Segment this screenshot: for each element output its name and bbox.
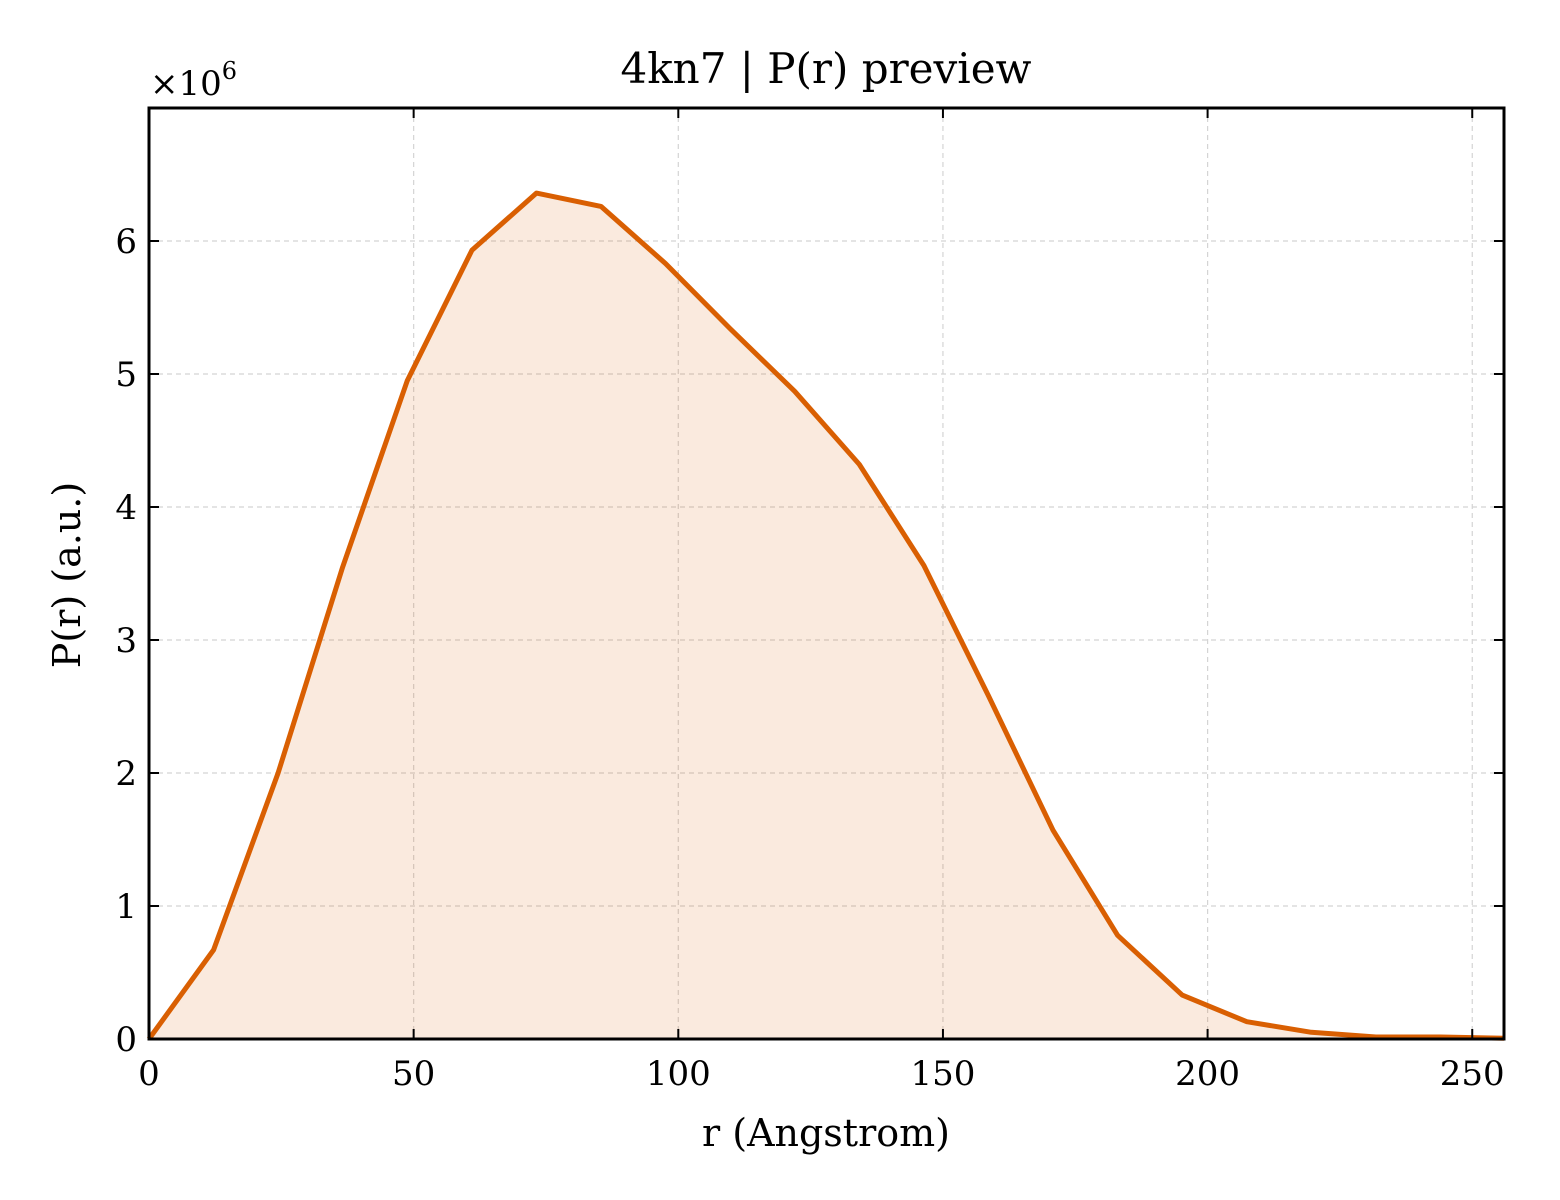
y-axis-label: P(r) (a.u.) [45,482,89,668]
x-tick-label: 200 [1175,1054,1240,1094]
y-tick-label: 2 [115,754,137,794]
plot-frame [147,106,1506,1041]
y-multiplier-base: ×10 [150,64,222,104]
grid [149,108,1504,1039]
y-multiplier-exponent: 6 [222,57,237,85]
x-tick-label: 250 [1440,1054,1505,1094]
x-axis-label: r (Angstrom) [702,1111,950,1155]
y-tick-label: 5 [115,355,137,395]
y-tick-label: 6 [115,222,137,262]
chart-title: 4kn7 | P(r) preview [620,44,1031,93]
y-tick-label: 3 [115,621,137,661]
series-area-fill [149,193,1504,1040]
y-multiplier-label: ×106 [150,57,237,104]
y-tick-label: 0 [115,1020,137,1060]
x-tick-label: 100 [646,1054,711,1094]
x-tick-label: 0 [138,1054,160,1094]
y-tick-label: 4 [115,488,137,528]
x-tick-label: 50 [392,1054,435,1094]
series-line [146,190,1505,1041]
y-tick-label: 1 [115,887,137,927]
x-tick-label: 150 [910,1054,975,1094]
